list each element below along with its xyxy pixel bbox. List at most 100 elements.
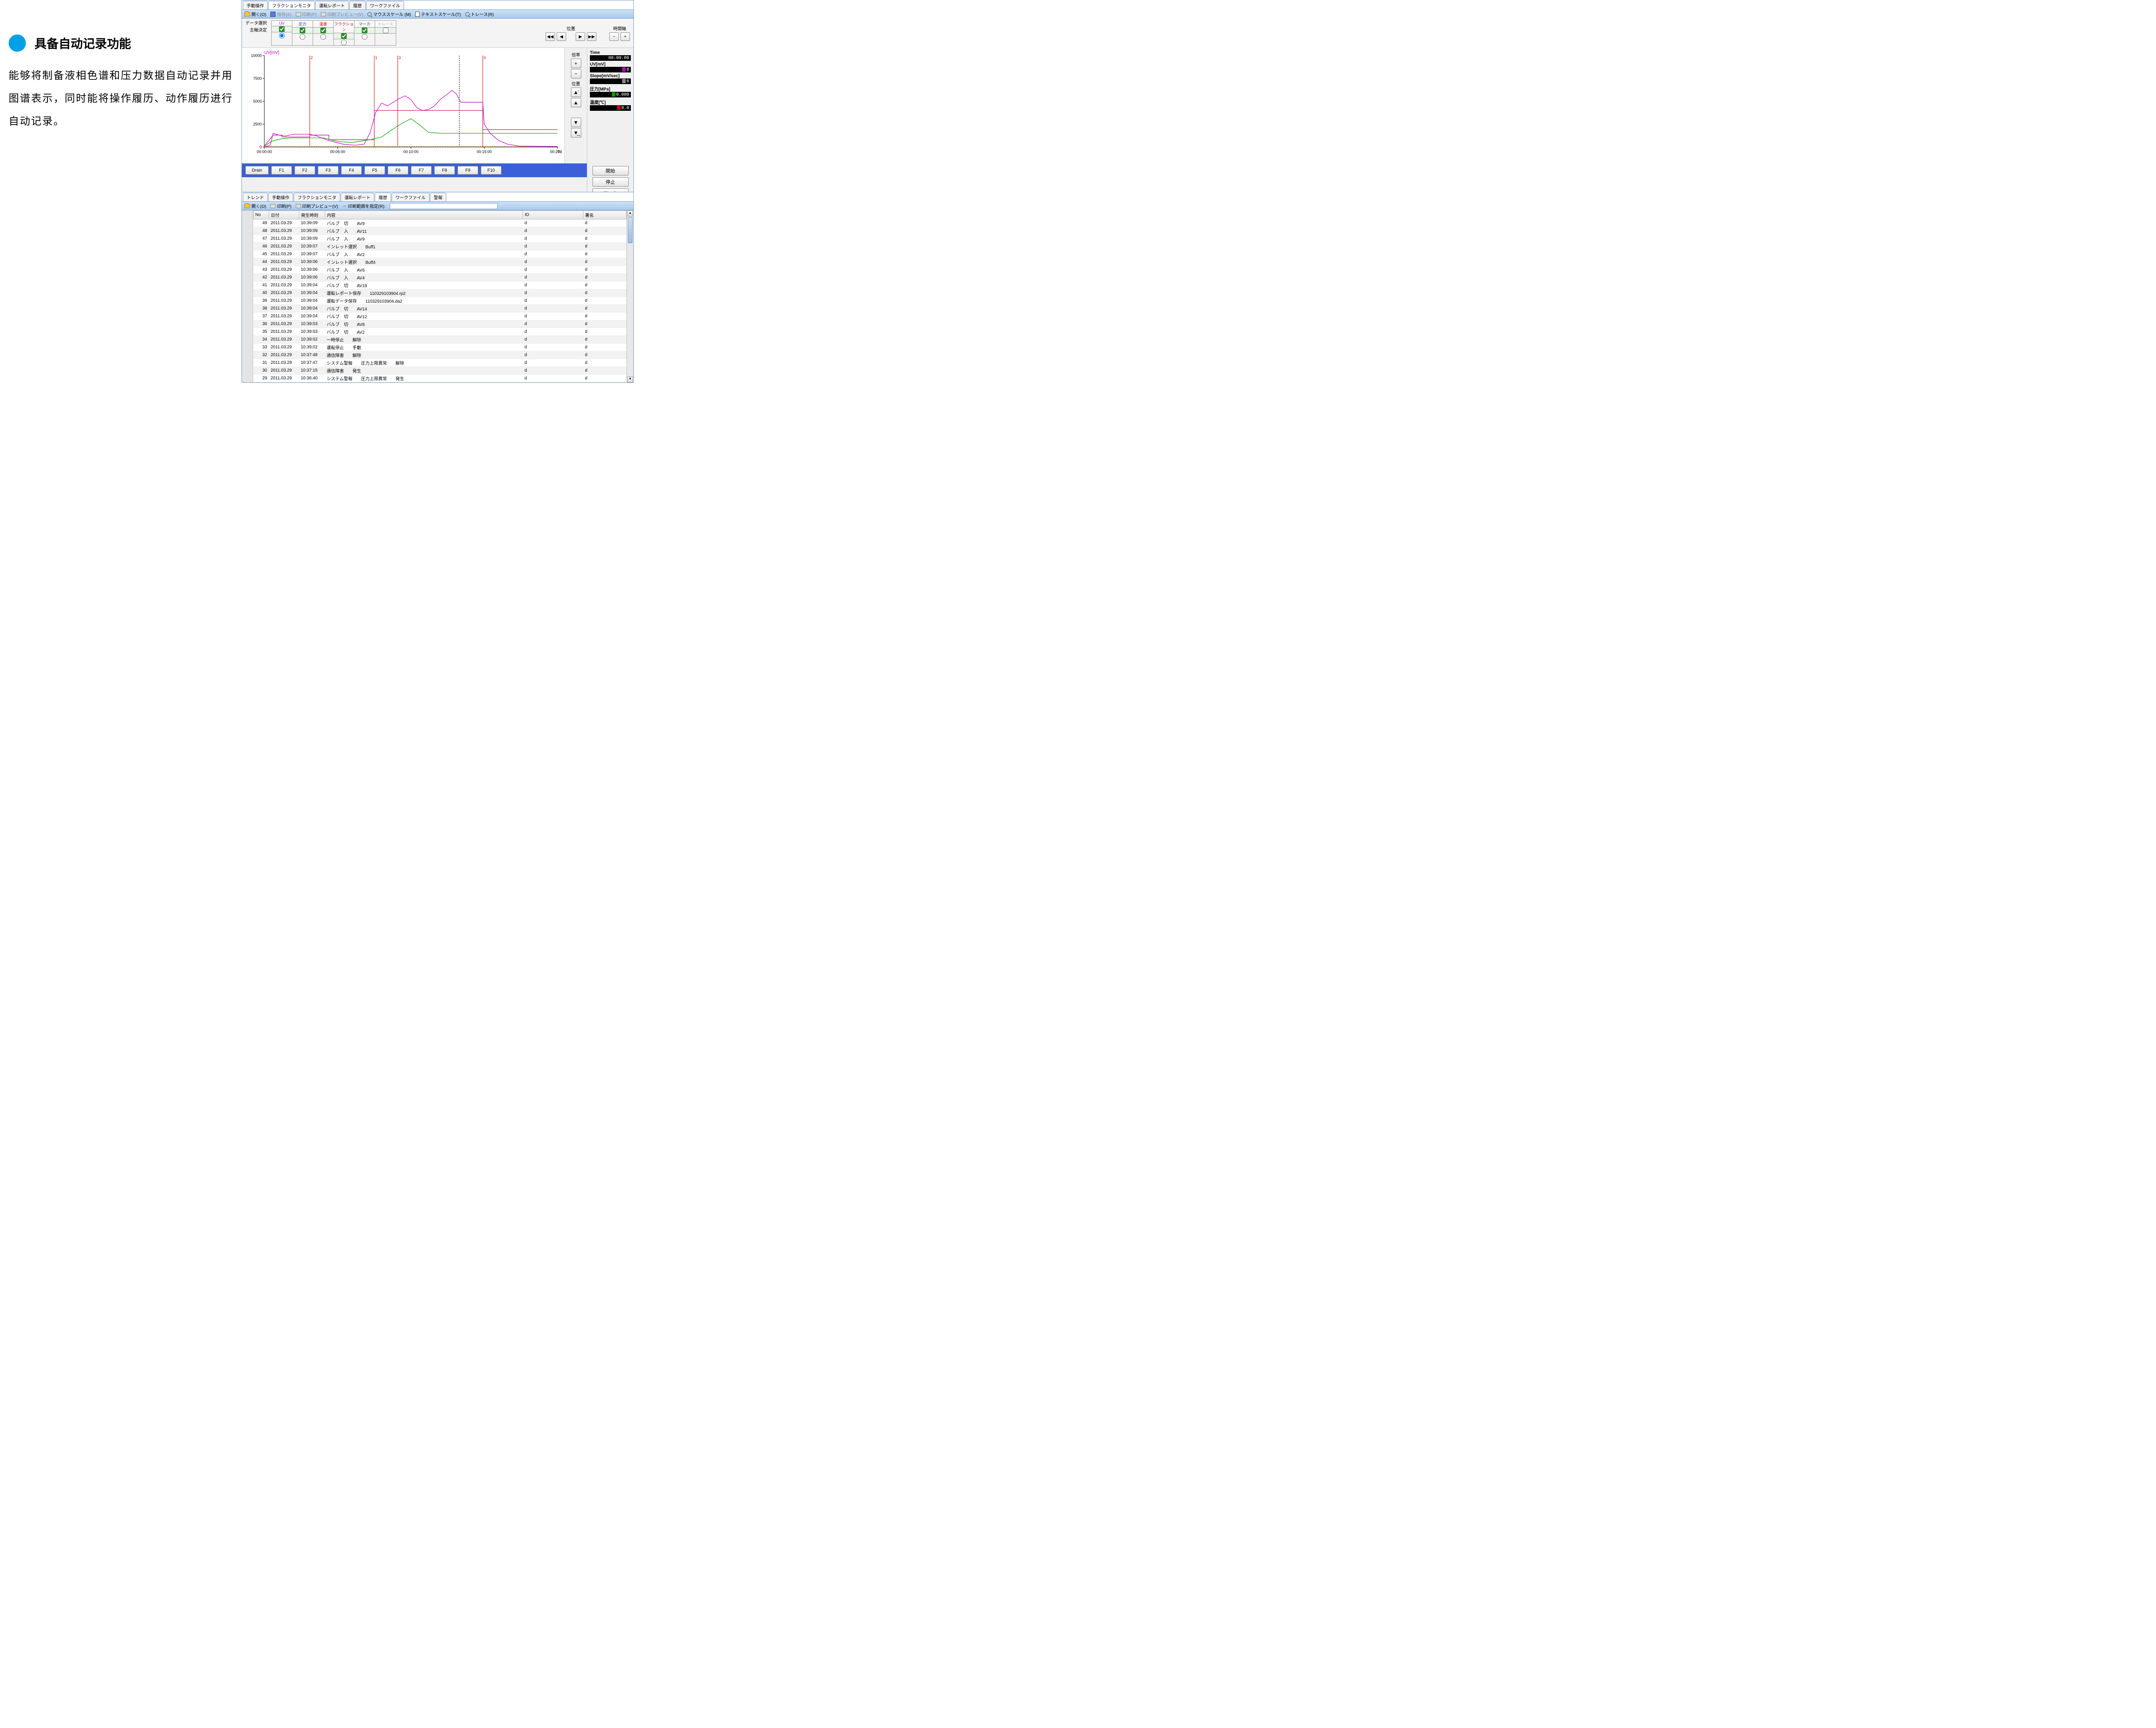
table-row[interactable]: 342011.03.2910:39:02一時停止 解除dd xyxy=(254,336,627,344)
table-row[interactable]: 452011.03.2910:39:07バルブ 入 AV2dd xyxy=(254,250,627,258)
col-5[interactable]: 署名 xyxy=(583,211,627,219)
fraction-button-8[interactable]: F8 xyxy=(434,166,455,175)
table-row[interactable]: 332011.03.2910:39:02運転停止 手動dd xyxy=(254,344,627,351)
range-input[interactable] xyxy=(390,203,498,209)
tab2-6[interactable]: 警報 xyxy=(430,193,446,201)
start-button[interactable]: 開始 xyxy=(592,166,629,175)
table-row[interactable]: 462011.03.2910:39:07インレット選択 Buff1dd xyxy=(254,243,627,250)
tab-3[interactable]: 履歴 xyxy=(349,1,366,9)
open-button-2[interactable]: 開く(O) xyxy=(244,203,266,209)
history-table: No日付発生時刻内容ID署名 492011.03.2910:39:09バルブ 切… xyxy=(253,210,627,382)
tab2-0[interactable]: トレンド xyxy=(243,193,268,201)
trace-button[interactable]: トレース(R) xyxy=(465,11,494,17)
print-button-2[interactable]: 印刷(P) xyxy=(270,203,291,209)
time-minus-button[interactable]: − xyxy=(609,32,619,41)
scroll-down-button[interactable]: ▼ xyxy=(627,376,633,382)
magnify-icon xyxy=(367,12,372,16)
col-4[interactable]: ID xyxy=(523,211,583,219)
series-radio-te[interactable] xyxy=(320,34,326,40)
table-row[interactable]: 432011.03.2910:39:06バルブ 入 AV6dd xyxy=(254,266,627,274)
series-check-fr[interactable] xyxy=(341,33,347,39)
series-check-pr[interactable] xyxy=(300,28,305,33)
fraction-button-7[interactable]: F7 xyxy=(411,166,432,175)
print-button[interactable]: 印刷(P) xyxy=(296,11,317,17)
col-0[interactable]: No xyxy=(254,211,269,219)
table-row[interactable]: 372011.03.2910:39:04バルブ 切 AV12dd xyxy=(254,313,627,320)
tab2-3[interactable]: 運転レポート xyxy=(341,193,374,201)
series-header-te: 温度 xyxy=(313,21,333,28)
tab2-2[interactable]: フラクションモニタ xyxy=(294,193,340,201)
tab-2[interactable]: 運転レポート xyxy=(315,1,349,9)
time-value: 00:00:00 xyxy=(590,55,631,61)
pos-ffwd-button[interactable]: ▶▶ xyxy=(587,32,596,41)
table-row[interactable]: 392011.03.2910:39:04運転データ保存 110329103904… xyxy=(254,297,627,305)
scroll-thumb[interactable] xyxy=(628,217,633,243)
tab2-4[interactable]: 履歴 xyxy=(375,193,391,201)
fraction-button-9[interactable]: F9 xyxy=(458,166,478,175)
tab-1[interactable]: フラクションモニタ xyxy=(268,1,315,9)
fraction-button-1[interactable]: F1 xyxy=(271,166,292,175)
table-row[interactable]: 482011.03.2910:39:09バルブ 入 AV11dd xyxy=(254,227,627,235)
svg-text:7500: 7500 xyxy=(253,76,262,81)
fraction-button-2[interactable]: F2 xyxy=(295,166,315,175)
fraction-button-4[interactable]: F4 xyxy=(341,166,362,175)
fraction-button-5[interactable]: F5 xyxy=(364,166,385,175)
table-row[interactable]: 422011.03.2910:39:06バルブ 入 AV4dd xyxy=(254,274,627,282)
table-row[interactable]: 312011.03.2910:37:47システム警報 圧力上限異常 解除dd xyxy=(254,359,627,367)
preview-button-2[interactable]: 印刷プレビュー(V) xyxy=(296,203,338,209)
drain-button[interactable]: Drain xyxy=(245,166,269,175)
series-radio-fr[interactable] xyxy=(341,40,347,45)
series-check-te[interactable] xyxy=(320,28,326,33)
pos-down-button[interactable]: ▼ xyxy=(571,118,581,127)
fraction-button-10[interactable]: F10 xyxy=(481,166,501,175)
series-check-mk[interactable] xyxy=(362,28,367,33)
tab2-5[interactable]: ワークファイル xyxy=(392,193,429,201)
table-row[interactable]: 492011.03.2910:39:09バルブ 切 AV9dd xyxy=(254,219,627,227)
pos-bottom-button[interactable]: ▼̲ xyxy=(571,128,581,138)
table-row[interactable]: 382011.03.2910:39:04バルブ 切 AV14dd xyxy=(254,305,627,313)
mousescale-button[interactable]: マウススケール (M) xyxy=(367,11,411,17)
pos-fwd-button[interactable]: ▶ xyxy=(576,32,585,41)
col-1[interactable]: 日付 xyxy=(269,211,299,219)
pos-back-button[interactable]: ◀ xyxy=(557,32,566,41)
series-radio-mk[interactable] xyxy=(362,34,367,40)
series-check-uv[interactable] xyxy=(279,26,285,32)
uv-value: 0 xyxy=(590,67,631,72)
table-row[interactable]: 322011.03.2910:37:48通信障害 解除dd xyxy=(254,351,627,359)
stop-button[interactable]: 停止 xyxy=(592,177,629,187)
mag-minus-button[interactable]: − xyxy=(571,69,581,78)
open-button[interactable]: 開く(O) xyxy=(244,11,266,17)
series-radio-pr[interactable] xyxy=(300,34,305,40)
table-row[interactable]: 352011.03.2910:39:03バルブ 切 AV2dd xyxy=(254,328,627,336)
tab-4[interactable]: ワークファイル xyxy=(366,1,404,9)
tab2-1[interactable]: 手動操作 xyxy=(268,193,293,201)
col-2[interactable]: 発生時刻 xyxy=(299,211,325,219)
section-description: 能够将制备液相色谱和压力数据自动记录并用图谱表示，同时能将操作履历、动作履历进行… xyxy=(9,65,233,133)
series-radio-uv[interactable] xyxy=(279,33,285,38)
table-row[interactable]: 402011.03.2910:39:04運転レポート保存 11032910390… xyxy=(254,289,627,297)
table-row[interactable]: 412011.03.2910:39:04バルブ 切 AV19dd xyxy=(254,282,627,289)
series-check-tr[interactable] xyxy=(383,28,389,33)
series-header-uv: UV xyxy=(272,21,292,26)
fraction-button-3[interactable]: F3 xyxy=(318,166,338,175)
table-row[interactable]: 302011.03.2910:37:15通信障害 発生dd xyxy=(254,367,627,375)
scroll-up-button[interactable]: ▲ xyxy=(627,210,633,216)
table-row[interactable]: 292011.03.2910:36:40システム警報 圧力上限異常 発生dd xyxy=(254,375,627,382)
tab-0[interactable]: 手動操作 xyxy=(243,1,268,9)
col-3[interactable]: 内容 xyxy=(325,211,523,219)
preview-button[interactable]: 印刷プレビュー(V) xyxy=(321,11,363,17)
table-row[interactable]: 362011.03.2910:39:03バルブ 切 AV8dd xyxy=(254,320,627,328)
pos-top-button[interactable]: ▲̄ xyxy=(571,88,581,97)
save-button[interactable]: 保存(S) xyxy=(270,11,291,17)
textscale-label: テキストスケール(T) xyxy=(421,11,461,17)
fraction-button-6[interactable]: F6 xyxy=(388,166,408,175)
mag-plus-button[interactable]: + xyxy=(571,59,581,68)
pos-rewind-button[interactable]: ◀◀ xyxy=(545,32,555,41)
timeaxis-label: 時間軸 xyxy=(609,25,630,31)
time-plus-button[interactable]: + xyxy=(620,32,630,41)
scrollbar[interactable]: ▲ ▼ xyxy=(627,210,633,382)
textscale-button[interactable]: テキストスケール(T) xyxy=(415,11,461,17)
table-row[interactable]: 472011.03.2910:39:09バルブ 入 AV9dd xyxy=(254,235,627,243)
table-row[interactable]: 442011.03.2910:39:06インレット選択 Buff4dd xyxy=(254,258,627,266)
pos-up-button[interactable]: ▲ xyxy=(571,98,581,107)
